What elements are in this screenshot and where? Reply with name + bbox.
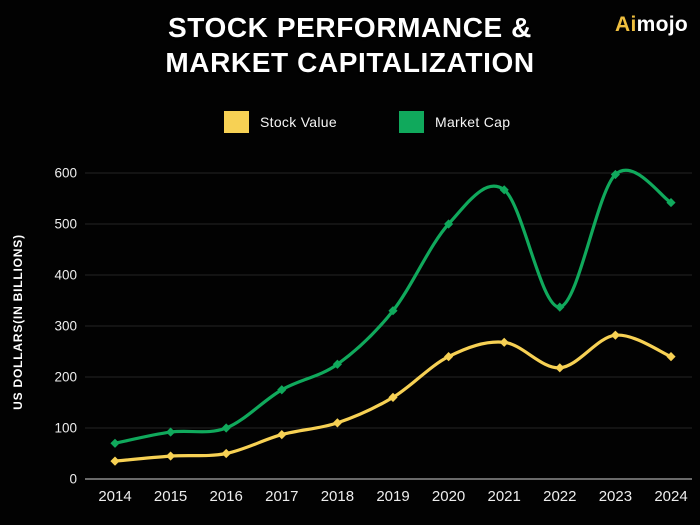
x-tick-label: 2022 [543, 488, 576, 505]
market-cap-data-point-marker [332, 359, 342, 369]
legend-item-stock-value: Stock Value [224, 111, 337, 133]
title-line-2: MARKET CAPITALIZATION [165, 47, 535, 78]
page-title: STOCK PERFORMANCE & MARKET CAPITALIZATIO… [0, 10, 700, 80]
stock-value-data-point-marker [110, 456, 120, 466]
stock-value-data-point-marker [610, 330, 620, 340]
stock-value-data-point-marker [444, 352, 454, 362]
market-cap-data-point-marker [166, 427, 176, 437]
market-cap-data-point-marker [610, 169, 620, 180]
stock-value-data-point-marker [499, 337, 509, 347]
market-cap-data-point-marker [444, 219, 454, 229]
stock-value-line [113, 333, 673, 463]
brand-logo-ai: Ai [615, 13, 637, 36]
x-tick-label: 2023 [599, 488, 632, 505]
stock-value-data-point-marker [166, 451, 176, 461]
y-tick-label: 500 [54, 217, 77, 232]
chart-legend: Stock Value Market Cap [224, 111, 510, 133]
stock-value-data-point-marker [555, 363, 565, 373]
y-axis-title: US DOLLARS(IN BILLIONS) [11, 234, 25, 410]
market-cap-data-point-marker [499, 185, 509, 195]
x-tick-label: 2018 [321, 488, 354, 505]
stock-value-data-point-marker [221, 448, 231, 459]
y-tick-label: 200 [54, 370, 77, 385]
legend-label-market-cap: Market Cap [434, 114, 511, 130]
market-cap-data-point-marker [277, 385, 287, 395]
market-cap-data-point-marker [666, 197, 676, 208]
market-cap-data-point-marker [555, 302, 565, 312]
x-tick-label: 2021 [488, 488, 521, 505]
legend-item-market-cap: Market Cap [398, 111, 511, 133]
stock-value-data-point-marker [388, 392, 398, 402]
stock-value-data-point-marker [277, 430, 287, 440]
y-tick-label: 300 [54, 319, 77, 334]
y-tick-label: 400 [54, 268, 77, 283]
y-tick-label: 100 [54, 421, 77, 436]
y-tick-label: 0 [69, 472, 77, 487]
legend-label-stock-value: Stock Value [260, 114, 337, 130]
market-cap-data-point-marker [110, 438, 120, 448]
brand-logo: Aimojo [615, 13, 688, 37]
stock-value-data-point-marker [666, 352, 676, 362]
market-cap-data-point-marker [388, 306, 398, 316]
x-tick-label: 2017 [265, 488, 298, 505]
x-tick-label: 2019 [376, 488, 409, 505]
x-tick-label: 2024 [654, 488, 687, 505]
market-cap-swatch [398, 111, 424, 133]
market-cap-data-point-marker [221, 423, 231, 433]
x-tick-label: 2020 [432, 488, 465, 505]
title-line-1: STOCK PERFORMANCE & [167, 12, 532, 43]
stock-value-data-point-marker [332, 418, 342, 428]
brand-logo-mojo: mojo [636, 13, 688, 36]
x-tick-label: 2016 [210, 488, 243, 505]
stock-value-swatch [224, 111, 249, 133]
x-tick-label: 2014 [98, 488, 131, 505]
y-tick-label: 600 [54, 166, 77, 181]
x-tick-label: 2015 [154, 488, 187, 505]
